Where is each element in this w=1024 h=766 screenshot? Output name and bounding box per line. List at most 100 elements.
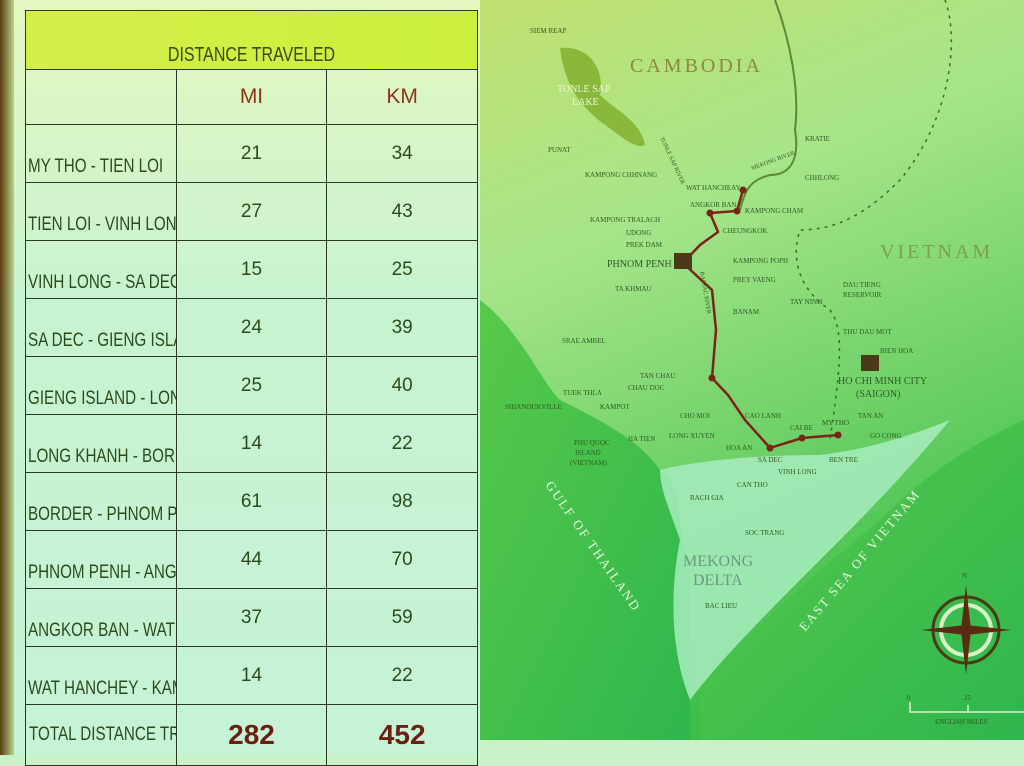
place-label: KAMPONG POPH [733,257,788,265]
segment-name: BORDER - PHNOM PENH [28,504,175,525]
place-label: CAN THO [737,481,768,489]
segment-cell: SA DEC - GIENG ISLAND [25,298,177,357]
place-label: TA KHMAU [615,285,652,293]
place-label: KAMPOT [600,403,630,411]
place-label: ANGKOR BAN [690,201,736,209]
table-row: BORDER - PHNOM PENH6198 [25,472,478,531]
place-label: KAMPONG TRALACH [590,216,660,224]
segment-cell: TIEN LOI - VINH LONG [25,182,177,241]
place-label: HA TIEN [628,435,655,443]
tonle-sap-lake [560,47,645,146]
table-row: SA DEC - GIENG ISLAND2439 [25,298,478,357]
place-label: TUEK THLA [563,389,602,397]
place-label: HOA AN [726,444,752,452]
segment-cell: VINH LONG - SA DEC [25,240,177,299]
place-label: (VIETNAM) [570,459,608,467]
mekong-delta-land [660,420,950,700]
table-row: MY THO - TIEN LOI 21 34 [25,124,478,183]
table-row: PHNOM PENH - ANGKOR BAN4470 [25,530,478,589]
place-label: WAT HANCHEAY [686,184,741,192]
distance-km: 34 [326,124,478,183]
segment-cell: ANGKOR BAN - WAT HANCHEY [25,588,177,647]
segment-cell: LONG KHANH - BORDER [25,414,177,473]
route-stop-marker [708,374,716,382]
route-stop-marker [733,207,741,215]
table-row: VINH LONG - SA DEC 15 25 [25,240,478,299]
table-row: TIEN LOI - VINH LONG 27 43 [25,182,478,241]
table-row: GIENG ISLAND - LONG KHANH2540 [25,356,478,415]
scale-bar: 0 25 ENGLISH MILES [907,694,1024,726]
place-label: THU DAU MOT [843,328,892,336]
place-label: RESERVOIR [843,291,882,299]
place-label: CHO MOI [680,412,711,420]
distance-km: 70 [326,530,478,589]
place-label: TAN AN [858,412,883,420]
route-stop-marker [766,444,774,452]
segment-name: LONG KHANH - BORDER [28,446,175,467]
place-label: PHNOM PENH [607,259,672,270]
distance-km: 98 [326,472,478,531]
place-label: CAO LANH [745,412,781,420]
place-label: PREK DAM [626,241,663,249]
border-line [795,0,953,441]
place-label: DAU TIENG [843,281,881,289]
segment-name: TIEN LOI - VINH LONG [28,214,177,235]
place-label: SA DEC [758,456,783,464]
place-label: (SAIGON) [856,389,900,400]
place-label: PUNAT [548,146,571,154]
place-label: CHHLONG [805,174,839,182]
place-label: KAMPONG CHHNANG [585,171,657,179]
distance-km: 40 [326,356,478,415]
mekong-river-upper [739,0,798,211]
distance-mi: 37 [175,588,328,647]
table-title-cell: DISTANCE TRAVELED [25,10,478,70]
table-row: LONG KHANH - BORDER1422 [25,414,478,473]
distance-mi: 27 [175,182,328,241]
place-label: CHAU DOC [628,384,665,392]
place-label: BEN TRE [829,456,858,464]
place-label: PHU QUOC [574,439,610,447]
scale-unit: ENGLISH MILES [935,718,988,726]
place-label: BANAM [733,308,760,316]
place-label: RACH GIA [690,494,724,502]
place-label: MY THO [822,419,849,427]
distance-km: 43 [326,182,478,241]
place-label: BAC LIEU [705,602,737,610]
segment-name: GIENG ISLAND - LONG KHANH [28,388,175,409]
distance-km: 25 [326,240,478,299]
total-label: TOTAL DISTANCE TRAVELLED [29,724,175,745]
scale-tick-0: 0 [907,694,911,702]
capital-city-icon [674,253,692,269]
distance-mi: 44 [175,530,328,589]
place-label: BIEN HOA [880,347,913,355]
route-stop-marker [798,434,806,442]
place-label: UDONG [626,229,651,237]
place-label: KRATIE [805,135,830,143]
km-header: KM [326,69,478,125]
table-title: DISTANCE TRAVELED [167,44,336,66]
country-label-cambodia: CAMBODIA [630,55,763,77]
gulf-of-thailand [480,300,690,740]
place-label: VINH LONG [778,468,817,476]
route-stop-marker [739,186,747,194]
place-label: SIEM REAP [530,27,566,35]
segment-cell: GIENG ISLAND - LONG KHANH [25,356,177,415]
table-row: ANGKOR BAN - WAT HANCHEY3759 [25,588,478,647]
place-label: TAY NINH [790,298,822,306]
segment-name: VINH LONG - SA DEC [28,272,177,293]
distance-mi: 15 [175,240,328,299]
lake-label: TONLE SAP [557,84,611,95]
compass-rose-icon: N [921,572,1011,675]
lake-label: LAKE [572,97,599,108]
segment-name: WAT HANCHEY - KAMPONG CHAM [28,678,175,699]
place-label: SIHANOUKVILLE [505,403,562,411]
place-label: LONG XUYEN [669,432,715,440]
place-label: KAMPONG CHAM [745,207,804,215]
route-stop-marker [706,209,714,217]
east-sea [700,420,1024,740]
country-label-vietnam: VIETNAM [880,241,993,263]
place-label: TAN CHAU [640,372,675,380]
segment-name: SA DEC - GIENG ISLAND [28,330,175,351]
screen-edge [0,0,14,755]
